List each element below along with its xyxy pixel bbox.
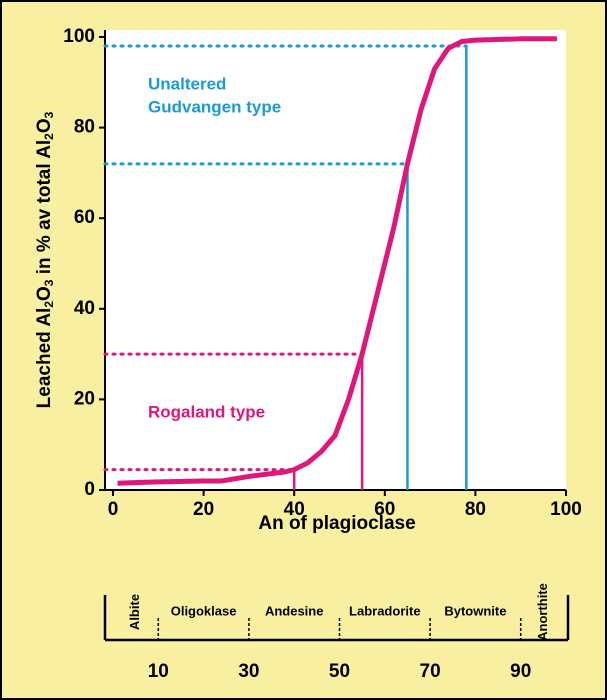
scale-tick-label: 30 — [238, 661, 259, 682]
y-tick-label: 80 — [74, 117, 95, 138]
scale-tick-label: 70 — [420, 661, 441, 682]
scale-tick-label: 50 — [329, 661, 350, 682]
scale-name: Anorthite — [535, 583, 550, 641]
y-axis-label-part: O — [34, 118, 55, 133]
y-axis-label: Leached Al2O3 in % av total Al2O3 — [34, 111, 56, 408]
y-axis-label-part: in % av total Al — [34, 140, 55, 280]
x-tick-label: 80 — [465, 499, 486, 520]
scale-name: Oligoklase — [171, 603, 237, 618]
y-axis-label-part: 2 — [42, 301, 56, 308]
scale-tick-label: 90 — [510, 661, 531, 682]
curve — [117, 36, 557, 486]
scale-name: Bytownite — [444, 603, 506, 618]
y-axis-label-part: Leached Al — [34, 308, 55, 409]
y-tick-label: 0 — [84, 479, 95, 500]
scale-tick-label: 10 — [148, 661, 169, 682]
scale-name: Labradorite — [349, 603, 421, 618]
y-axis-label-part: O — [34, 286, 55, 301]
x-tick-label: 40 — [284, 499, 305, 520]
y-axis-label-part: 3 — [42, 111, 56, 118]
annotation: Unaltered — [148, 74, 226, 93]
y-axis-label-part: 3 — [42, 279, 56, 286]
x-tick-label: 60 — [374, 499, 395, 520]
scale-name: Albite — [127, 594, 142, 630]
x-tick-label: 100 — [550, 499, 582, 520]
x-tick-label: 20 — [193, 499, 214, 520]
x-tick-label: 0 — [108, 499, 119, 520]
annotation: Rogaland type — [148, 402, 265, 421]
x-axis-label: An of plagioclase — [258, 513, 415, 534]
y-tick-label: 20 — [74, 388, 95, 409]
annotation: Gudvangen type — [148, 97, 281, 116]
y-tick-label: 60 — [74, 207, 95, 228]
y-tick-label: 40 — [74, 298, 95, 319]
scale-name: Andesine — [265, 603, 324, 618]
plot-area — [105, 30, 566, 490]
y-axis-label-part: 2 — [42, 133, 56, 140]
y-tick-label: 100 — [63, 26, 95, 47]
